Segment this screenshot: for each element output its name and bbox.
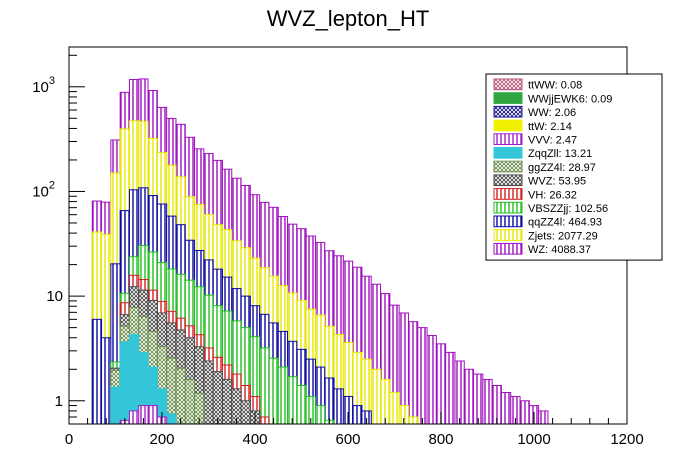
histogram-bar <box>407 321 419 425</box>
x-tick-label: 1200 <box>610 431 643 448</box>
histogram-bar <box>184 378 196 425</box>
histogram-bar <box>268 357 279 425</box>
histogram-bar <box>463 368 475 425</box>
legend-swatch <box>493 160 523 173</box>
x-tick-label: 0 <box>65 431 73 448</box>
legend-entry-label: VBSZZjj: 102.56 <box>528 203 608 215</box>
legend-swatch <box>493 133 523 146</box>
histogram-bar <box>324 377 335 425</box>
legend-entry-label: qqZZ4l: 464.93 <box>528 217 602 229</box>
histogram-bar <box>203 360 214 425</box>
histogram-bar <box>296 384 307 425</box>
legend-swatch <box>493 147 523 159</box>
legend-entry-label: VVV: 2.47 <box>528 135 577 147</box>
legend-swatch <box>493 174 523 187</box>
legend-swatch <box>493 78 523 91</box>
legend-swatch <box>493 242 523 255</box>
x-tick-label: 200 <box>149 431 174 448</box>
histogram-bar <box>259 416 270 425</box>
legend-swatch <box>493 201 523 214</box>
y-tick-label: 10 <box>46 288 63 305</box>
histogram-bar <box>212 371 223 425</box>
histogram-bar <box>147 405 158 425</box>
histogram-bar <box>407 416 419 425</box>
histogram-bar <box>473 373 484 425</box>
x-tick-label: 600 <box>335 431 360 448</box>
x-tick-label: 1000 <box>517 431 550 448</box>
histogram-bar <box>333 388 344 425</box>
histogram-bar <box>259 347 270 425</box>
legend-swatch <box>493 215 523 228</box>
histogram-bar <box>101 337 112 425</box>
histogram-bar <box>277 366 289 425</box>
histogram-bar <box>426 335 437 425</box>
legend-swatch <box>493 188 523 200</box>
chart-title: WVZ_lepton_HT <box>267 6 430 31</box>
histogram-bar <box>500 391 512 425</box>
histogram-bar <box>538 410 549 425</box>
y-tick-label: 102 <box>32 179 55 200</box>
legend-entry-label: WZ: 4088.37 <box>528 244 591 256</box>
histogram-bar <box>352 405 363 425</box>
legend-entry-label: ttWW: 0.08 <box>528 80 582 92</box>
histogram-bar <box>128 410 140 425</box>
axes: 0 200 400 600 800 1000 1200 1 10 102 103 <box>32 54 644 448</box>
histogram-bar <box>454 360 465 425</box>
histogram-bar <box>287 376 298 425</box>
histogram-bar <box>314 405 326 425</box>
histogram-bar <box>370 368 382 425</box>
legend-entry-label: Zjets: 2077.29 <box>528 230 598 242</box>
histogram-bar <box>417 327 428 425</box>
histogram-bar <box>445 351 456 425</box>
histogram-bar <box>110 386 121 425</box>
x-tick-label: 400 <box>242 431 267 448</box>
legend-entry-label: VH: 26.32 <box>528 189 577 201</box>
legend-entry-label: ggZZ4l: 28.97 <box>528 162 596 174</box>
legend-entry-label: WWjjEWK6: 0.09 <box>528 93 612 105</box>
histogram-bar <box>221 378 233 425</box>
histogram-bar <box>482 378 493 425</box>
legend-swatch <box>493 229 523 241</box>
y-tick-label: 103 <box>32 75 55 96</box>
histogram-bar <box>380 378 391 425</box>
histogram-bar <box>435 343 447 425</box>
histogram-bar <box>389 391 400 425</box>
legend-entry-label: ZqqZll: 13.21 <box>528 148 592 160</box>
x-tick-label: 800 <box>428 431 453 448</box>
legend-swatch <box>493 119 523 132</box>
legend-swatch <box>493 105 523 118</box>
histogram-bar <box>519 400 530 425</box>
histogram-bar <box>91 318 103 425</box>
legend-entry-label: WW: 2.06 <box>528 107 576 119</box>
histogram-bar <box>119 341 130 425</box>
legend-entry-label: ttW: 2.14 <box>528 121 572 133</box>
histogram-bar <box>166 413 177 425</box>
histogram-bar <box>240 400 251 425</box>
legend-swatch <box>493 92 523 104</box>
y-tick-label: 1 <box>55 393 63 410</box>
histogram-bar <box>175 367 186 425</box>
legend-entry-label: WVZ: 53.95 <box>528 176 586 188</box>
